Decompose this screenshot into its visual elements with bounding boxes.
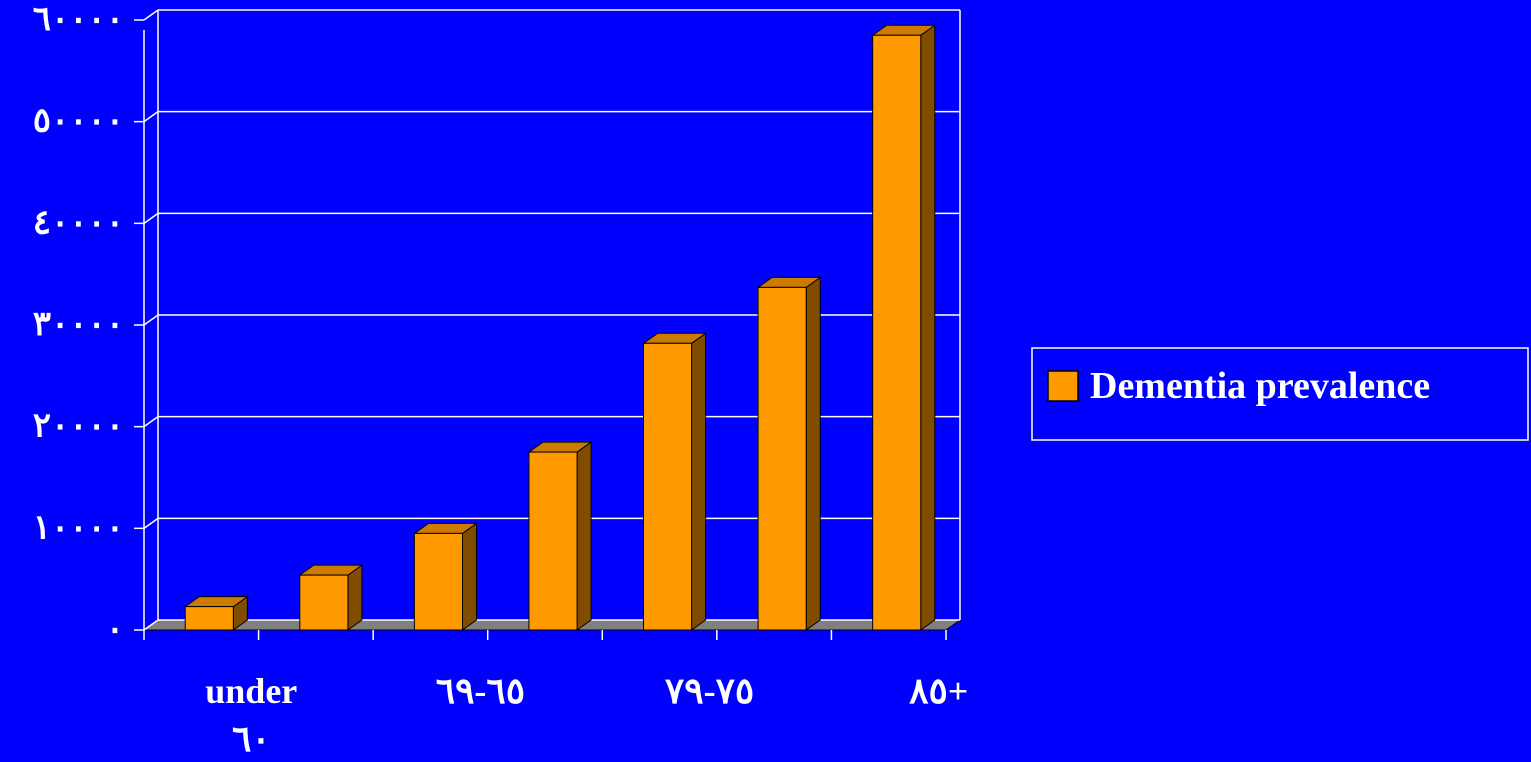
gridline-side bbox=[143, 9, 159, 21]
gridline-side bbox=[143, 416, 159, 428]
bar-side bbox=[920, 24, 936, 631]
legend-box bbox=[1031, 347, 1529, 441]
y-tick-label: ٠ bbox=[106, 611, 124, 648]
gridline-side bbox=[143, 517, 159, 529]
bar-side bbox=[347, 564, 363, 631]
legend-label: Dementia prevalence bbox=[1090, 365, 1430, 407]
x-axis: under ٦٥-٦٩ ٧٥-٧٩ ٨٥+ ٦٠ bbox=[143, 630, 968, 759]
legend: Dementia prevalence bbox=[1031, 347, 1529, 441]
y-tick-label: ٤٠٠٠٠ bbox=[33, 204, 124, 241]
bar-side bbox=[805, 276, 821, 631]
y-tick-label: ٢٠٠٠٠ bbox=[33, 408, 124, 445]
x-tick-label: ٦٥-٦٩ bbox=[436, 671, 525, 711]
y-axis: ٠ ١٠٠٠٠ ٢٠٠٠٠ ٣٠٠٠٠ ٤٠٠٠٠ ٥٠٠٠٠ ٦٠٠٠٠ bbox=[33, 1, 144, 648]
bar bbox=[184, 606, 234, 631]
y-tick-label: ٣٠٠٠٠ bbox=[33, 306, 124, 343]
gridline-side bbox=[143, 111, 159, 123]
y-tick-label: ١٠٠٠٠ bbox=[33, 509, 124, 546]
bar bbox=[299, 574, 349, 631]
bar-side bbox=[691, 332, 707, 631]
bars bbox=[183, 24, 937, 631]
bar bbox=[528, 451, 578, 631]
x-tick-label: ٨٥+ bbox=[909, 671, 968, 711]
gridline-side bbox=[143, 212, 159, 224]
gridline-side bbox=[143, 314, 159, 326]
bar-side bbox=[576, 441, 592, 631]
y-tick-label: ٦٠٠٠٠ bbox=[33, 1, 124, 38]
bar bbox=[643, 342, 693, 631]
bar bbox=[757, 286, 807, 631]
x-tick-label: ٧٥-٧٩ bbox=[665, 671, 754, 711]
y-tick-label: ٥٠٠٠٠ bbox=[33, 103, 124, 140]
bar-side bbox=[461, 522, 477, 631]
bar bbox=[872, 34, 922, 631]
legend-swatch bbox=[1047, 370, 1079, 402]
gridline-side bbox=[143, 619, 159, 631]
x-tick-label-line2: ٦٠ bbox=[232, 719, 271, 757]
x-tick-label: under bbox=[205, 671, 297, 711]
bar bbox=[413, 532, 463, 631]
